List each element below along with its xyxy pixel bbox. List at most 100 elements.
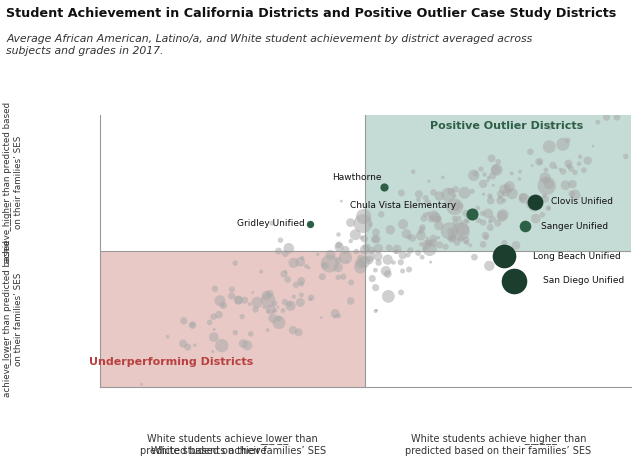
Point xyxy=(402,251,413,259)
Point xyxy=(383,256,393,263)
Point xyxy=(338,273,348,280)
Point xyxy=(218,302,229,309)
Point xyxy=(495,194,505,201)
Point xyxy=(317,273,328,280)
Point xyxy=(291,281,301,289)
Point xyxy=(493,158,504,165)
Point xyxy=(440,243,451,251)
Point xyxy=(479,171,489,178)
Point xyxy=(289,259,299,267)
Point xyxy=(434,192,444,200)
Point xyxy=(498,252,509,260)
Point xyxy=(428,189,439,196)
Point xyxy=(205,319,215,326)
Point xyxy=(227,292,237,300)
Point xyxy=(491,166,501,173)
Point xyxy=(376,211,386,218)
Point xyxy=(316,314,327,322)
Point xyxy=(592,119,603,126)
Point xyxy=(358,220,368,227)
Point xyxy=(485,218,495,225)
Point xyxy=(359,213,369,220)
Point xyxy=(486,193,496,201)
Point xyxy=(178,317,189,324)
Point xyxy=(547,162,558,169)
Point xyxy=(534,199,544,207)
Point xyxy=(558,141,568,148)
Point xyxy=(320,262,330,269)
Point xyxy=(498,211,508,218)
Point xyxy=(350,231,361,239)
Point xyxy=(256,268,267,275)
Point xyxy=(448,233,459,240)
Point xyxy=(379,183,389,191)
Point xyxy=(465,241,475,249)
Point xyxy=(498,185,509,193)
Point xyxy=(567,180,578,188)
Point xyxy=(247,289,258,296)
Point xyxy=(237,313,247,320)
Point xyxy=(574,160,584,167)
Point xyxy=(407,234,417,242)
Point xyxy=(461,239,471,246)
Point xyxy=(483,177,493,184)
Point xyxy=(478,241,488,248)
Point xyxy=(384,244,394,251)
Text: Average African American, Latino/a, and White student achievement by district av: Average African American, Latino/a, and … xyxy=(6,34,533,56)
Point xyxy=(227,286,237,293)
Point xyxy=(385,226,395,234)
Point xyxy=(252,299,262,306)
Point xyxy=(539,192,549,199)
Point xyxy=(370,284,381,291)
Point xyxy=(424,178,434,185)
Point xyxy=(346,279,356,286)
Point xyxy=(341,246,351,254)
Point xyxy=(270,307,280,314)
Point xyxy=(540,174,550,181)
Point xyxy=(207,348,218,355)
Point xyxy=(330,313,340,320)
Point xyxy=(346,297,356,305)
Point xyxy=(267,219,277,227)
Point xyxy=(450,203,460,210)
Point xyxy=(499,197,509,204)
Point xyxy=(294,329,304,336)
Point xyxy=(450,215,460,222)
Point xyxy=(515,175,525,183)
Text: Student Achievement in California Districts and Positive Outlier Case Study Dist: Student Achievement in California Distri… xyxy=(6,7,617,20)
Point xyxy=(440,200,451,207)
Point xyxy=(318,262,328,269)
Point xyxy=(417,254,427,261)
Point xyxy=(540,195,551,202)
Point xyxy=(478,210,488,217)
Point xyxy=(433,222,444,229)
Text: Underperforming Districts: Underperforming Districts xyxy=(90,357,254,366)
Point xyxy=(305,296,316,303)
Point xyxy=(507,190,517,197)
Point xyxy=(295,299,305,306)
Point xyxy=(504,187,515,194)
Point xyxy=(395,259,406,266)
Point xyxy=(417,224,428,231)
Point xyxy=(408,168,419,175)
Point xyxy=(364,256,374,264)
Point xyxy=(413,196,424,204)
Point xyxy=(421,194,431,202)
Point xyxy=(450,218,460,226)
Text: White students achieve: White students achieve xyxy=(151,446,270,456)
Point xyxy=(189,342,200,349)
Point xyxy=(570,169,580,176)
Point xyxy=(251,306,261,313)
Point xyxy=(486,155,497,162)
Point xyxy=(278,307,288,314)
Point xyxy=(502,183,513,191)
Point xyxy=(295,258,305,266)
Point xyxy=(240,296,250,304)
Point xyxy=(306,294,316,301)
Point xyxy=(484,262,495,269)
Point xyxy=(398,221,408,228)
Text: Sanger Unified: Sanger Unified xyxy=(541,222,608,231)
Point xyxy=(333,264,343,271)
Point xyxy=(486,197,496,204)
Point xyxy=(466,210,477,218)
